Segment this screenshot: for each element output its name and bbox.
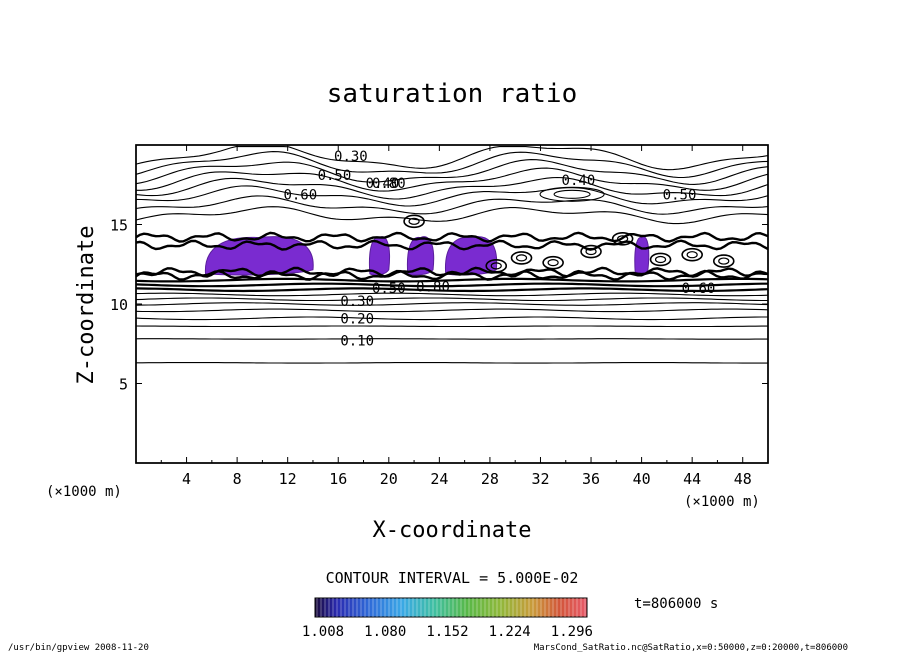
- contour-line: [135, 282, 768, 288]
- contour-line: [135, 325, 768, 328]
- colorbar-tick-label: 1.008: [302, 624, 344, 640]
- contour-line: [135, 195, 769, 215]
- x-tick-label: 4: [182, 470, 191, 488]
- x-tick-label: 16: [329, 470, 347, 488]
- contour-line: [135, 151, 769, 179]
- contour-label: 0.60: [682, 281, 716, 297]
- contour-label: 0.50: [318, 168, 352, 184]
- contour-line: [135, 231, 769, 243]
- y-tick-label: 15: [110, 217, 128, 235]
- x-tick-label: 48: [734, 470, 752, 488]
- contour-loop: [485, 259, 508, 273]
- x-unit-left: (×1000 m): [46, 484, 122, 500]
- time-label: t=806000 s: [634, 596, 718, 612]
- contour-loop-inner: [553, 189, 591, 199]
- contour-loop-inner: [654, 255, 667, 264]
- contour-line: [135, 308, 769, 313]
- contour-line: [135, 338, 768, 340]
- contour-labels: 0.300.50 0.400.80 0.400.60 0.500.50 0.80 0.60…: [283, 149, 715, 349]
- x-tick-label: 32: [531, 470, 549, 488]
- footer-right: MarsCond_SatRatio.nc@SatRatio,x=0:50000,…: [534, 643, 848, 653]
- colorbar-tick-label: 1.224: [489, 624, 531, 640]
- contour-label: 0.80: [416, 280, 450, 296]
- contour-loop-inner: [547, 259, 559, 267]
- contour-label: 0.60: [283, 187, 317, 203]
- contour-loop: [611, 232, 634, 246]
- colorbar-tick-label: 1.296: [551, 624, 593, 640]
- contour-loop-inner: [686, 251, 698, 259]
- contour-line: [135, 277, 769, 283]
- y-tick-label: 5: [119, 376, 128, 394]
- x-axis-label: X-coordinate: [373, 518, 532, 543]
- shaded-region: [406, 236, 435, 276]
- contour-label: 0.40: [562, 173, 596, 189]
- x-tick-label: 20: [380, 470, 398, 488]
- contour-loop: [542, 255, 564, 270]
- contour-loop: [649, 252, 672, 267]
- contour-loop: [681, 247, 703, 262]
- contour-loop-inner: [617, 235, 629, 243]
- contour-label: 0.50: [372, 281, 406, 297]
- contour-label: 0.10: [340, 334, 374, 350]
- contour-label: 0.50: [663, 187, 697, 203]
- contour-line: [135, 185, 769, 207]
- contour-label: 0.30: [334, 149, 368, 165]
- contour-loop: [539, 186, 605, 202]
- contour-label: 0.30: [340, 294, 374, 310]
- contour-interval: CONTOUR INTERVAL = 5.000E-02: [326, 569, 579, 587]
- x-unit-right: (×1000 m): [684, 494, 760, 510]
- contour-line: [135, 176, 769, 200]
- chart-title: saturation ratio: [327, 79, 577, 109]
- contour-label: 0.80: [372, 176, 406, 192]
- contour-line: [135, 239, 769, 251]
- contour-loop-inner: [490, 262, 502, 270]
- contour-loop-inner: [515, 254, 528, 262]
- contour-label: 0.40: [366, 176, 400, 192]
- y-axis-label: Z-coordinate: [74, 226, 99, 385]
- colorbar-stripes: [316, 598, 586, 617]
- contour-loop-inner: [718, 257, 730, 265]
- contour-line: [135, 269, 769, 281]
- x-tick-label: 44: [683, 470, 701, 488]
- y-axis-ticks: 5 10 15: [110, 217, 768, 394]
- contour-loop: [712, 254, 735, 268]
- x-tick-label: 24: [430, 470, 448, 488]
- contour-line: [135, 266, 769, 278]
- contour-line: [135, 159, 769, 185]
- contour-loop-inner: [585, 247, 597, 256]
- contour-line: [135, 316, 768, 321]
- x-axis-ticks: 4 8 12 16 20 24 28 32 36 40 44 48: [160, 145, 752, 488]
- contour-line: [135, 292, 769, 297]
- colorbar: [314, 597, 588, 618]
- contour-loop: [580, 244, 602, 259]
- footer-left: /usr/bin/gpview 2008-11-20: [8, 643, 149, 653]
- contour-line: [135, 146, 769, 171]
- colorbar-ticks: 1.008 1.080 1.152 1.224 1.296: [302, 624, 593, 640]
- contour-line: [135, 297, 768, 302]
- shaded-region: [634, 236, 650, 276]
- colorbar-tick-label: 1.152: [426, 624, 468, 640]
- contour-label: 0.20: [340, 311, 374, 327]
- contour-line: [136, 362, 768, 364]
- plot-area: 0.300.50 0.400.80 0.400.60 0.500.50 0.80 0.60…: [135, 144, 769, 464]
- x-tick-label: 8: [233, 470, 242, 488]
- contour-line: [136, 167, 769, 192]
- contour-lines: [135, 146, 769, 364]
- y-tick-label: 10: [110, 296, 128, 314]
- x-tick-label: 12: [279, 470, 297, 488]
- contour-line: [135, 206, 769, 225]
- x-tick-label: 36: [582, 470, 600, 488]
- x-tick-label: 40: [633, 470, 651, 488]
- contour-loop: [510, 251, 533, 265]
- x-tick-label: 28: [481, 470, 499, 488]
- contour-loop: [403, 214, 425, 229]
- contour-loop-inner: [408, 217, 420, 225]
- contour-line: [135, 287, 769, 293]
- colorbar-tick-label: 1.080: [364, 624, 406, 640]
- contour-line: [135, 302, 769, 306]
